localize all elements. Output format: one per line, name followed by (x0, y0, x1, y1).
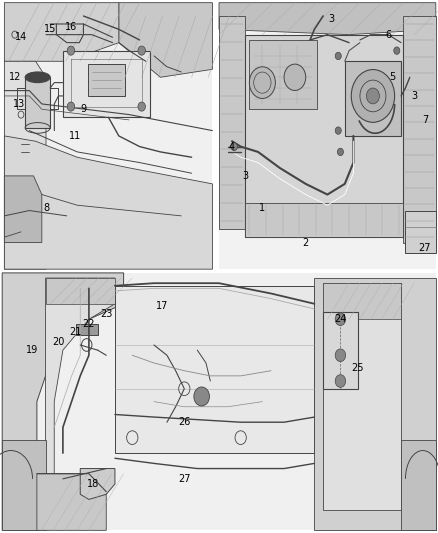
Polygon shape (219, 3, 436, 269)
Polygon shape (4, 136, 212, 269)
Polygon shape (4, 3, 119, 61)
Circle shape (337, 148, 343, 156)
Polygon shape (401, 440, 436, 530)
Text: 7: 7 (422, 115, 428, 125)
Text: 6: 6 (385, 30, 391, 39)
Text: 3: 3 (328, 14, 335, 23)
Text: 21: 21 (70, 327, 82, 337)
Text: 8: 8 (43, 203, 49, 213)
Circle shape (249, 67, 276, 99)
Polygon shape (46, 278, 115, 304)
Text: 16: 16 (65, 22, 77, 31)
Text: 11: 11 (69, 131, 81, 141)
Text: 18: 18 (87, 479, 99, 489)
Polygon shape (4, 61, 46, 269)
Bar (4, 3, 212, 269)
Circle shape (394, 47, 400, 54)
Polygon shape (37, 474, 106, 530)
Text: 3: 3 (242, 171, 248, 181)
Text: 4: 4 (229, 142, 235, 151)
Polygon shape (88, 64, 125, 96)
Polygon shape (46, 278, 115, 492)
Polygon shape (63, 51, 150, 117)
Polygon shape (80, 469, 115, 499)
Circle shape (284, 64, 306, 91)
Polygon shape (115, 286, 314, 453)
Text: 27: 27 (419, 243, 431, 253)
Text: 17: 17 (156, 301, 169, 311)
Polygon shape (323, 283, 401, 319)
Polygon shape (245, 203, 403, 237)
Circle shape (367, 88, 379, 104)
Circle shape (138, 46, 145, 55)
Polygon shape (323, 283, 401, 510)
Text: 26: 26 (178, 417, 191, 427)
Circle shape (335, 349, 346, 361)
Bar (2, 273, 436, 530)
Circle shape (194, 387, 209, 406)
Circle shape (335, 52, 341, 60)
Text: 25: 25 (352, 363, 364, 373)
Circle shape (335, 127, 341, 134)
Polygon shape (314, 278, 436, 530)
Polygon shape (219, 3, 436, 35)
Polygon shape (2, 273, 436, 530)
Text: 27: 27 (178, 474, 191, 484)
Bar (219, 3, 436, 269)
Circle shape (231, 143, 237, 150)
Text: 22: 22 (83, 319, 95, 329)
Polygon shape (403, 16, 436, 243)
Text: 19: 19 (26, 345, 39, 355)
Polygon shape (2, 440, 46, 530)
Circle shape (335, 375, 346, 387)
Circle shape (351, 69, 395, 122)
Text: 14: 14 (15, 33, 27, 42)
Circle shape (67, 46, 75, 55)
Circle shape (67, 102, 75, 111)
Text: 5: 5 (389, 72, 396, 82)
Text: 2: 2 (303, 238, 309, 247)
Polygon shape (2, 273, 124, 530)
Polygon shape (4, 176, 42, 243)
Polygon shape (245, 35, 403, 237)
Ellipse shape (25, 72, 50, 83)
Polygon shape (345, 61, 401, 136)
Polygon shape (76, 325, 98, 335)
Polygon shape (406, 211, 436, 253)
Text: 20: 20 (53, 337, 65, 348)
Polygon shape (219, 16, 245, 229)
Polygon shape (25, 77, 50, 128)
Text: 15: 15 (44, 25, 57, 34)
Text: 23: 23 (100, 309, 113, 319)
Polygon shape (119, 3, 212, 77)
Text: 12: 12 (9, 72, 21, 82)
Polygon shape (249, 40, 317, 109)
Text: 3: 3 (411, 91, 417, 101)
Text: 9: 9 (81, 104, 86, 114)
Circle shape (138, 102, 145, 111)
Circle shape (335, 313, 346, 326)
Text: 13: 13 (13, 99, 25, 109)
Polygon shape (4, 3, 212, 269)
Text: 24: 24 (334, 314, 346, 324)
Text: 1: 1 (259, 203, 265, 213)
Polygon shape (323, 311, 358, 389)
